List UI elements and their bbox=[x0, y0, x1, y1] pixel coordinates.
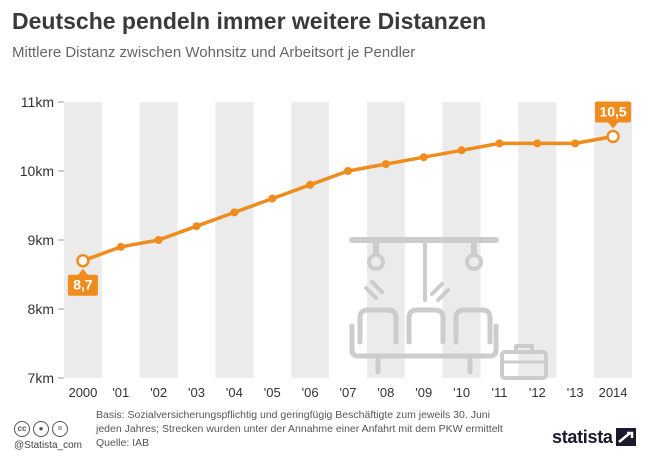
data-point bbox=[230, 208, 239, 217]
x-tick-label: '09 bbox=[415, 385, 432, 400]
data-point bbox=[344, 167, 352, 175]
x-axis: 2000 '01 '02 '03 '04 '05 '06 '07 '08 '09 '10 '11 '12… bbox=[68, 385, 627, 400]
data-point bbox=[268, 194, 277, 203]
data-point bbox=[457, 146, 466, 155]
x-tick-label: '06 bbox=[302, 385, 319, 400]
brand-logo-icon bbox=[616, 428, 636, 446]
data-point bbox=[419, 153, 428, 162]
chart-footnote: Basis: Sozialversicherungspflichtig und … bbox=[96, 408, 556, 450]
value-callouts: 8,7 10,5 bbox=[67, 101, 632, 296]
data-point bbox=[381, 160, 390, 169]
x-tick-label: '08 bbox=[377, 385, 394, 400]
x-tick-label: '05 bbox=[264, 385, 281, 400]
data-point bbox=[495, 139, 504, 148]
brand-wordmark[interactable]: statista bbox=[552, 427, 613, 447]
data-point bbox=[571, 139, 580, 148]
commuter-train-illustration bbox=[349, 237, 548, 380]
data-point bbox=[154, 236, 163, 244]
x-tick-label: '07 bbox=[340, 385, 357, 400]
data-point bbox=[192, 222, 201, 231]
callout-label: 8,7 bbox=[73, 277, 93, 293]
y-tick-label: 11km bbox=[21, 94, 54, 110]
callout-box bbox=[595, 101, 632, 123]
data-point bbox=[76, 253, 90, 268]
y-tick-label: 10km bbox=[20, 163, 54, 179]
y-tick-label: 7km bbox=[28, 370, 54, 386]
y-tick-label: 9km bbox=[28, 232, 54, 248]
chart-subtitle: Mittlere Distanz zwischen Wohnsitz und A… bbox=[12, 44, 416, 61]
basis-line-1: Basis: Sozialversicherungspflichtig und … bbox=[96, 409, 490, 421]
callout-box bbox=[67, 274, 98, 296]
data-point bbox=[533, 139, 542, 148]
basis-line-2: jeden Jahres; Strecken wurden unter der … bbox=[96, 423, 503, 435]
cc-icon: cc bbox=[14, 421, 30, 437]
by-icon: ● bbox=[33, 421, 49, 437]
x-tick-label: '02 bbox=[150, 385, 167, 400]
x-tick-label: 2014 bbox=[599, 385, 628, 400]
x-tick-label: '03 bbox=[188, 385, 205, 400]
x-tick-label: '13 bbox=[567, 385, 584, 400]
background-band bbox=[518, 102, 557, 378]
x-tick-label: '10 bbox=[453, 385, 470, 400]
line-chart: 7km 8km 9km 10km 11km 2000 '01 '02 '03 '04 '05 '06… bbox=[20, 94, 632, 400]
background-band bbox=[291, 102, 330, 378]
callout-label: 10,5 bbox=[599, 104, 626, 120]
value-callout: 8,7 bbox=[67, 268, 98, 296]
y-tick-label: 8km bbox=[28, 301, 54, 317]
copyright-handle[interactable]: @Statista_com bbox=[14, 440, 82, 451]
source-line: Quelle: IAB bbox=[96, 437, 150, 449]
value-callout: 10,5 bbox=[595, 101, 632, 129]
x-tick-label: '12 bbox=[529, 385, 546, 400]
background-band bbox=[64, 102, 102, 378]
data-point bbox=[306, 180, 315, 189]
background-band bbox=[215, 102, 254, 378]
license-icons: cc ● = bbox=[14, 421, 68, 437]
callout-pointer bbox=[608, 122, 619, 129]
series-line-group bbox=[76, 129, 620, 268]
nd-icon: = bbox=[52, 421, 68, 437]
x-tick-label: '11 bbox=[491, 385, 507, 400]
callout-pointer bbox=[77, 268, 88, 275]
background-band bbox=[594, 102, 632, 378]
x-tick-label: '04 bbox=[226, 385, 243, 400]
y-axis: 7km 8km 9km 10km 11km bbox=[20, 94, 64, 386]
chart-title: Deutsche pendeln immer weitere Distanzen bbox=[12, 8, 487, 34]
data-point bbox=[606, 129, 620, 144]
data-point bbox=[116, 242, 125, 251]
x-tick-label: '01 bbox=[112, 385, 129, 400]
x-tick-label: 2000 bbox=[68, 385, 97, 400]
